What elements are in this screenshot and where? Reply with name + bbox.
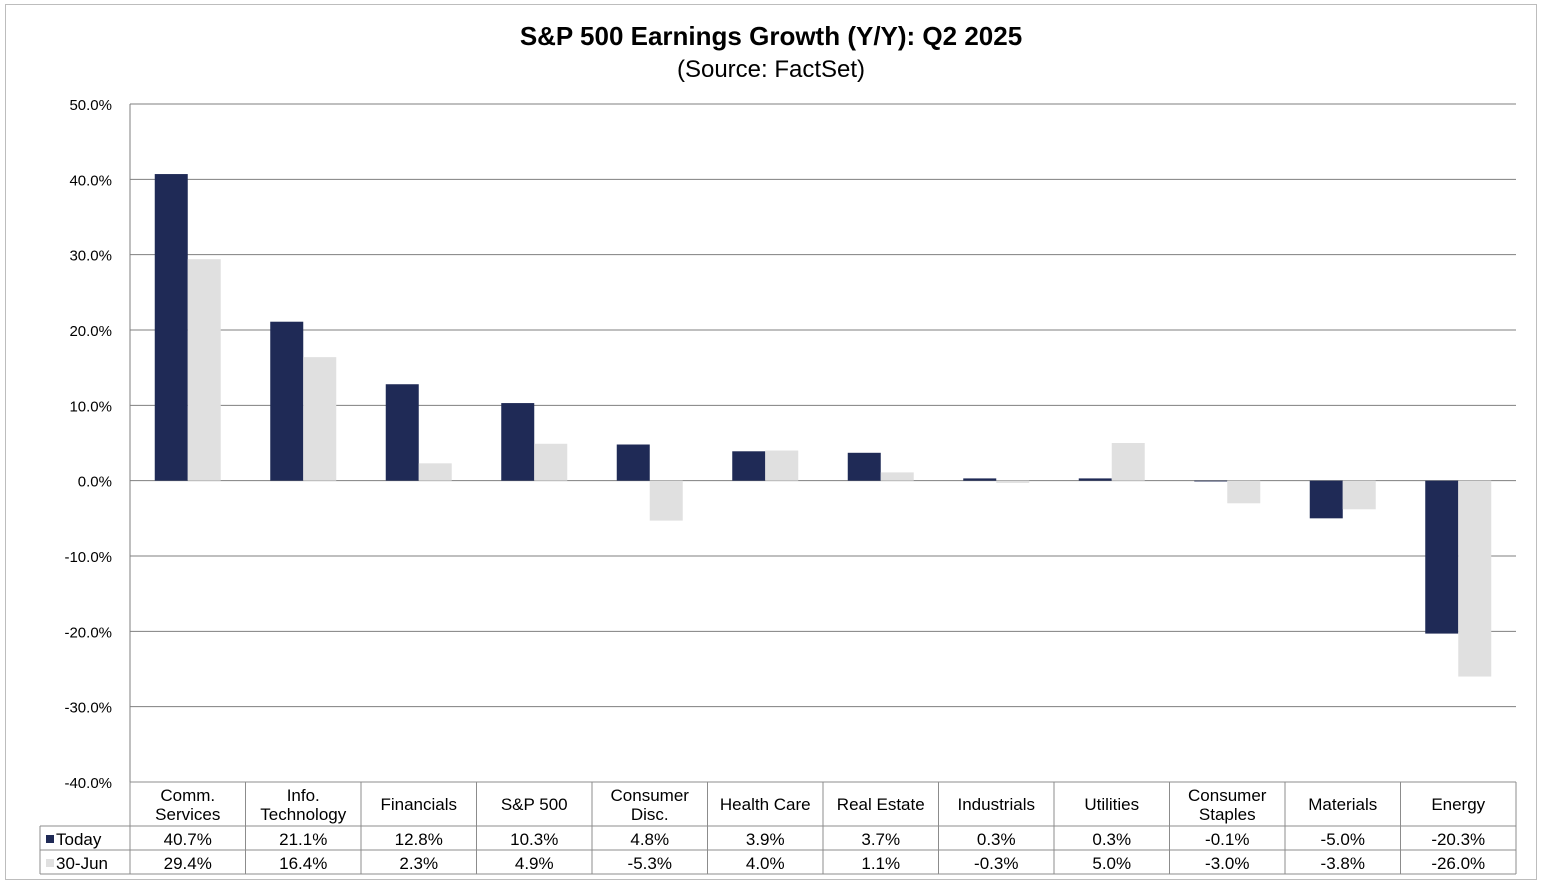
category-label: Disc. xyxy=(631,805,669,824)
gridlines xyxy=(130,103,1516,783)
y-tick-label: 50.0% xyxy=(69,97,112,114)
y-tick-label: -30.0% xyxy=(64,700,112,717)
y-tick-label: 20.0% xyxy=(69,323,112,340)
y-tick-label: 30.0% xyxy=(69,248,112,265)
bar-30-jun xyxy=(187,259,221,481)
value-cell: 0.3% xyxy=(1092,830,1131,849)
chart-title: S&P 500 Earnings Growth (Y/Y): Q2 2025 xyxy=(520,21,1022,51)
category-label: Technology xyxy=(260,805,347,824)
value-cell: 2.3% xyxy=(399,854,438,873)
value-cell: -20.3% xyxy=(1431,830,1485,849)
category-label: Industrials xyxy=(958,795,1035,814)
category-label: Services xyxy=(155,805,220,824)
bar-30-jun xyxy=(996,480,1030,483)
chart-subtitle: (Source: FactSet) xyxy=(677,56,865,83)
value-cell: 1.1% xyxy=(861,854,900,873)
category-label: Utilities xyxy=(1084,795,1139,814)
value-cell: 3.7% xyxy=(861,830,900,849)
chart-svg: S&P 500 Earnings Growth (Y/Y): Q2 2025 (… xyxy=(39,21,1517,875)
bar-today xyxy=(732,451,766,481)
bar-today xyxy=(385,384,419,481)
bar-30-jun xyxy=(649,480,683,521)
value-cell: 4.0% xyxy=(746,854,785,873)
bar-today xyxy=(154,174,188,481)
legend-swatch-today xyxy=(46,835,54,843)
axes: 50.0% 40.0% 30.0% 20.0% 10.0% 0.0% -10.0% -20.0… xyxy=(64,97,131,792)
value-cell: 5.0% xyxy=(1092,854,1131,873)
bars xyxy=(154,174,1492,677)
value-cell: 12.8% xyxy=(395,830,443,849)
bar-30-jun xyxy=(418,463,452,481)
y-tick-label: 40.0% xyxy=(69,172,112,189)
bar-today xyxy=(616,444,650,481)
chart-frame: S&P 500 Earnings Growth (Y/Y): Q2 2025 (… xyxy=(5,4,1537,880)
bar-today xyxy=(963,478,997,481)
value-cell: -5.0% xyxy=(1321,830,1365,849)
category-label: Real Estate xyxy=(837,795,925,814)
bar-today xyxy=(1309,480,1343,519)
value-cell: -5.3% xyxy=(628,854,672,873)
value-cell: 3.9% xyxy=(746,830,785,849)
value-cell: 4.9% xyxy=(515,854,554,873)
y-tick-label: -40.0% xyxy=(64,775,112,792)
legend-swatch-30-jun xyxy=(46,859,54,867)
legend-label-today: Today xyxy=(56,830,102,849)
legend-label-30-jun: 30-Jun xyxy=(56,854,108,873)
value-cell: -26.0% xyxy=(1431,854,1485,873)
bar-30-jun xyxy=(303,357,337,481)
bar-30-jun xyxy=(880,472,914,481)
value-cell: 16.4% xyxy=(279,854,327,873)
bar-30-jun xyxy=(1342,480,1376,510)
value-cell: 0.3% xyxy=(977,830,1016,849)
y-tick-label: 0.0% xyxy=(78,474,112,491)
value-cell: 10.3% xyxy=(510,830,558,849)
category-label: Consumer xyxy=(1188,786,1267,805)
data-table: Comm.Services Info.Technology Financials S&… xyxy=(39,781,1517,875)
bar-30-jun xyxy=(765,450,799,481)
bar-30-jun xyxy=(1111,443,1145,481)
bar-30-jun xyxy=(1227,480,1261,504)
bar-30-jun xyxy=(1458,480,1492,677)
category-label: Staples xyxy=(1199,805,1256,824)
value-cell: 40.7% xyxy=(164,830,212,849)
y-tick-label: -20.0% xyxy=(64,624,112,641)
bar-today xyxy=(1425,480,1459,634)
bar-today xyxy=(501,403,535,481)
value-cell: 29.4% xyxy=(164,854,212,873)
y-tick-label: -10.0% xyxy=(64,549,112,566)
value-cell: -0.1% xyxy=(1205,830,1249,849)
bar-30-jun xyxy=(534,443,568,481)
value-cell: -3.0% xyxy=(1205,854,1249,873)
bar-today xyxy=(1078,478,1112,481)
y-tick-label: 10.0% xyxy=(69,398,112,415)
category-label: Comm. xyxy=(160,786,215,805)
category-label: Consumer xyxy=(611,786,690,805)
value-cell: -3.8% xyxy=(1321,854,1365,873)
value-cell: 21.1% xyxy=(279,830,327,849)
category-label: Info. xyxy=(287,786,320,805)
category-label: Materials xyxy=(1308,795,1377,814)
value-cell: -0.3% xyxy=(974,854,1018,873)
category-label: Health Care xyxy=(720,795,811,814)
bar-today xyxy=(847,452,881,481)
value-cell: 4.8% xyxy=(630,830,669,849)
category-label: S&P 500 xyxy=(501,795,568,814)
bar-today xyxy=(1194,480,1228,482)
category-label: Financials xyxy=(380,795,457,814)
bar-today xyxy=(270,321,304,481)
category-label: Energy xyxy=(1431,795,1485,814)
